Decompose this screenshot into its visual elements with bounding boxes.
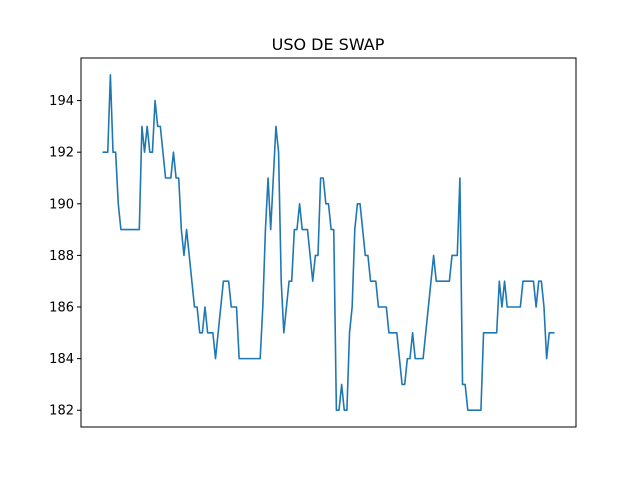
y-tick-label: 190 (49, 197, 74, 212)
y-tick-label: 194 (49, 94, 74, 109)
series-line (102, 73, 555, 412)
plot-frame (80, 57, 577, 428)
y-tick-label: 182 (49, 404, 74, 419)
chart-title: USO DE SWAP (272, 35, 385, 54)
y-tick-label: 184 (49, 352, 74, 367)
y-tick-label: 188 (49, 249, 74, 264)
y-tick-label: 192 (49, 146, 74, 161)
y-axis: 182 184 186 188 190 192 194 (49, 94, 81, 419)
y-tick-label: 186 (49, 301, 74, 316)
